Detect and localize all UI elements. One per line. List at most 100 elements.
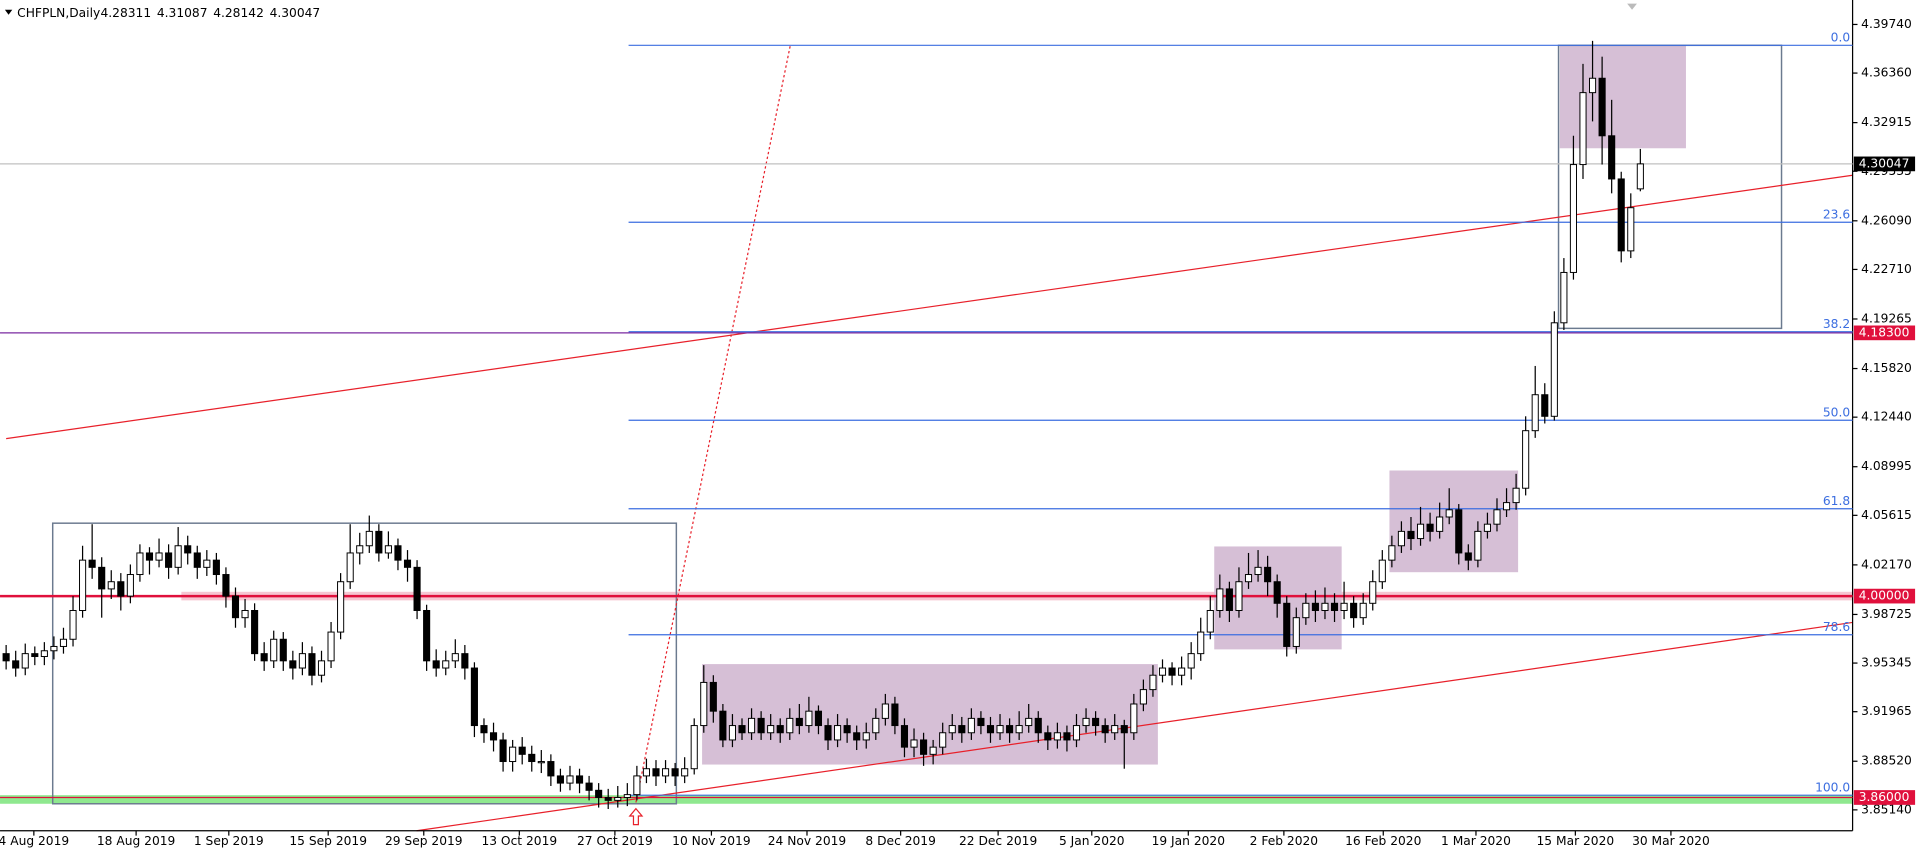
candle-body: [279, 638, 287, 662]
y-tick-label: 4.12440: [1861, 410, 1912, 424]
candle-body: [1264, 566, 1272, 583]
candle-body: [365, 530, 373, 547]
level-label-box: [1853, 790, 1916, 805]
candle-body: [59, 638, 68, 647]
candle-body: [585, 782, 593, 791]
candle-body: [155, 552, 163, 561]
candle-body: [728, 725, 736, 741]
arrow-marker: [628, 807, 644, 826]
y-tick-label: 4.39740: [1861, 17, 1912, 31]
candle-body: [1455, 509, 1463, 554]
candle-body: [986, 725, 995, 734]
x-tick-label: 15 Sep 2019: [289, 834, 367, 848]
candle-body: [2, 653, 10, 662]
candle-body: [1378, 559, 1386, 583]
candle-body: [1101, 725, 1109, 734]
candle-body: [1388, 545, 1396, 561]
candle-body: [757, 717, 765, 734]
candle-body: [537, 761, 545, 764]
y-tick-label: 4.22710: [1861, 262, 1912, 276]
candle-body: [1034, 717, 1042, 734]
candle-body: [1350, 602, 1358, 619]
candle-body: [470, 667, 478, 727]
candle-body: [642, 768, 650, 777]
fibo-label: 38.2: [1823, 317, 1850, 331]
candle-body: [50, 645, 58, 652]
x-tick-label: 1 Sep 2019: [194, 834, 264, 848]
candle-body: [872, 717, 880, 734]
candle-body: [1178, 667, 1186, 676]
x-tick-label: 30 Mar 2020: [1632, 834, 1710, 848]
x-tick-label: 29 Sep 2019: [385, 834, 463, 848]
level-label-box: [1853, 588, 1916, 604]
candle-body: [958, 725, 966, 734]
candle-body: [671, 768, 679, 777]
candle-body: [528, 753, 536, 763]
candle-body: [1531, 394, 1539, 432]
y-tick-label: 3.88520: [1861, 754, 1912, 768]
level-label: 4.18300: [1859, 325, 1910, 339]
trendline: [6, 174, 1853, 440]
x-tick-label: 27 Oct 2019: [577, 834, 653, 848]
header-value: 4.30047: [270, 6, 321, 20]
candle-body: [1302, 602, 1310, 619]
candle-body: [1197, 631, 1205, 655]
y-tick-label: 3.91965: [1861, 704, 1912, 718]
candle-body: [1072, 725, 1081, 741]
scroll-marker: [1627, 3, 1637, 10]
candle-body: [480, 725, 488, 734]
candle-body: [403, 559, 412, 568]
fibo-label: 23.6: [1823, 207, 1850, 221]
candle-body: [499, 739, 507, 763]
candle-body: [1512, 487, 1520, 504]
candle-body: [1082, 717, 1090, 727]
candle-body: [1436, 516, 1444, 532]
fibo-label: 61.8: [1823, 494, 1850, 508]
y-tick-label: 3.95345: [1861, 656, 1912, 670]
candle-body: [394, 545, 402, 561]
candle-body: [1445, 509, 1453, 518]
candle-body: [748, 717, 756, 734]
x-tick-label: 15 Mar 2020: [1537, 834, 1615, 848]
level-label-box: [1853, 325, 1916, 341]
fibo-label: 100.0: [1815, 780, 1850, 794]
candle-body: [862, 732, 870, 741]
y-tick-label: 4.08995: [1861, 459, 1912, 473]
candle-body: [853, 732, 861, 741]
candle-body: [1025, 717, 1033, 727]
y-tick-label: 3.85140: [1861, 802, 1912, 816]
candle-body: [31, 653, 39, 658]
support-band: [0, 795, 1853, 804]
candle-body: [929, 746, 937, 755]
x-tick-label: 5 Jan 2020: [1059, 834, 1125, 848]
header-value: 4.28142: [213, 6, 264, 20]
candle-body: [1627, 207, 1635, 252]
candle-body: [69, 609, 77, 640]
candle-body: [270, 638, 278, 662]
candle-body: [356, 545, 364, 554]
candle-body: [1330, 602, 1339, 611]
candle-body: [193, 552, 201, 568]
candle-body: [337, 581, 345, 633]
y-tick-label: 4.32915: [1861, 115, 1912, 129]
candle-body: [709, 681, 717, 712]
level-label: 4.00000: [1859, 589, 1910, 603]
candle-body: [442, 660, 450, 669]
x-tick-label: 13 Oct 2019: [481, 834, 557, 848]
candle-body: [451, 653, 459, 662]
candle-body: [432, 660, 440, 669]
candle-body: [1321, 602, 1329, 611]
candle-body: [184, 545, 192, 554]
candle-body: [375, 530, 383, 554]
candle-body: [1636, 163, 1644, 190]
y-tick-label: 4.05615: [1861, 508, 1912, 522]
candle-body: [126, 574, 134, 597]
candle-body: [719, 710, 727, 741]
candle-body: [795, 717, 803, 727]
x-tick-label: 1 Mar 2020: [1441, 834, 1511, 848]
candle-body: [518, 746, 526, 755]
candle-body: [1407, 530, 1415, 540]
candle-body: [1569, 164, 1577, 273]
fibo-label: 50.0: [1823, 405, 1850, 419]
